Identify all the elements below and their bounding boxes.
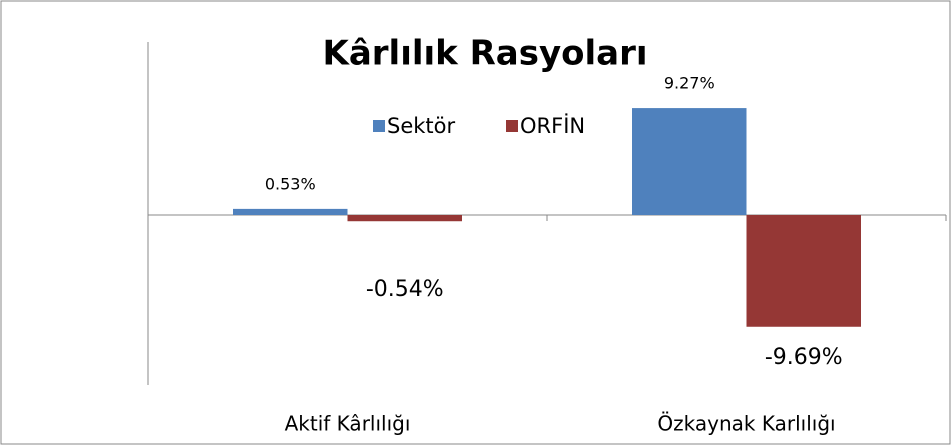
legend-label: Sektör: [387, 114, 455, 138]
x-tick-label: Aktif Kârlılığı: [285, 412, 411, 436]
bar: [746, 215, 861, 327]
bar: [233, 208, 348, 215]
data-label: -0.54%: [366, 277, 444, 302]
x-tick-label: Özkaynak Karlılığı: [657, 412, 835, 436]
bar: [347, 215, 462, 222]
legend-swatch: [373, 120, 385, 132]
chart-title: Kârlılık Rasyoları: [322, 34, 647, 74]
legend-swatch: [506, 120, 518, 132]
data-label: 9.27%: [664, 74, 715, 93]
data-label: -9.69%: [765, 345, 843, 370]
legend-label: ORFİN: [520, 113, 585, 138]
data-label: 0.53%: [265, 174, 316, 193]
bar: [632, 108, 747, 215]
